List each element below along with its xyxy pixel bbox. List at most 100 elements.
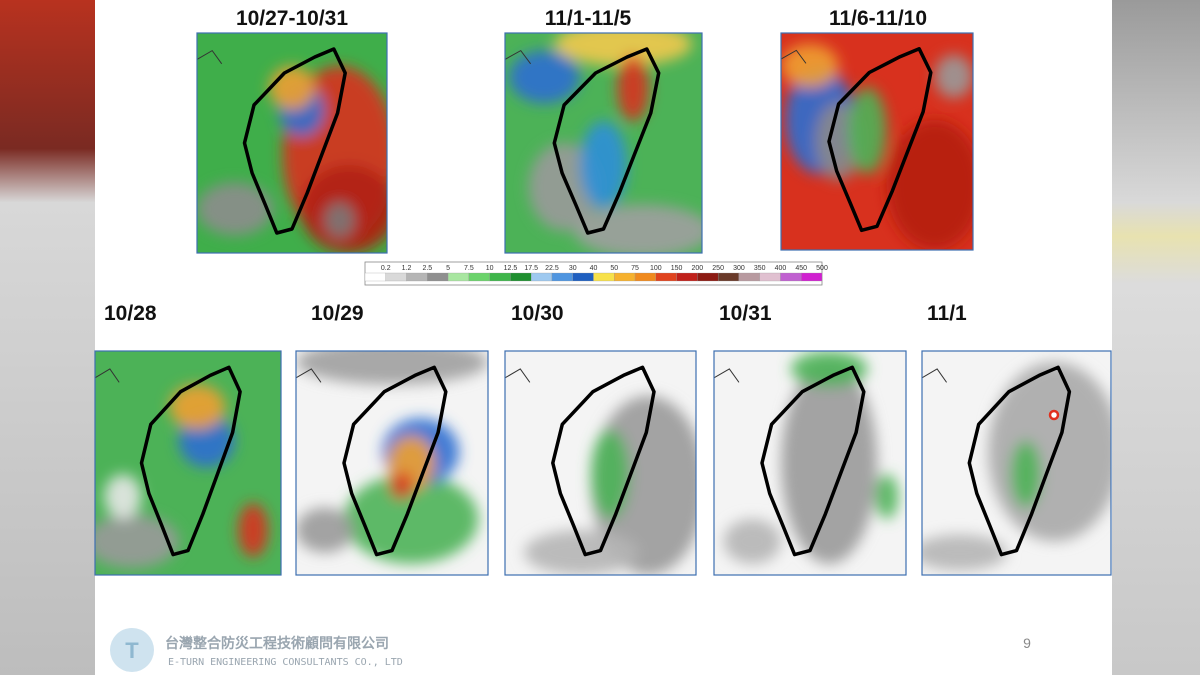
scale-swatch	[655, 272, 677, 282]
rain-area	[104, 474, 142, 519]
taiwan-outline	[760, 365, 866, 557]
footer: T 台灣整合防災工程技術顧問有限公司 E-TURN ENGINEERING CO…	[110, 628, 1031, 672]
rain-area	[573, 204, 702, 253]
china-coast	[922, 368, 947, 383]
scale-label: 500	[816, 265, 828, 272]
china-coast	[197, 49, 223, 65]
color-scale: 0.2 1.2 2.5 5 7.5 10 12.5 17.5 22.5 30 40 50 75 100 15…	[364, 261, 828, 286]
rain-area	[296, 507, 354, 553]
scale-swatch	[551, 272, 573, 282]
map-group: 10/27-10/31 11/1-11/5 11/6-11/10 10/28 10/29…	[94, 7, 1112, 576]
rain-area	[508, 50, 580, 104]
scale-swatch	[385, 272, 407, 282]
scale-label: 250	[712, 265, 724, 272]
map-field	[197, 33, 387, 253]
map-frame	[504, 32, 703, 254]
rain-area	[324, 202, 355, 238]
map-frame	[713, 350, 907, 576]
daily-map	[921, 350, 1112, 576]
scale-swatch	[676, 272, 698, 282]
left-backdrop	[0, 0, 95, 675]
taiwan-outline	[967, 365, 1072, 557]
scale-label: 450	[795, 265, 807, 272]
rain-field	[524, 395, 696, 575]
scale-label: 17.5	[524, 265, 538, 272]
map-frame	[94, 350, 282, 576]
rain-area	[922, 534, 1008, 571]
rain-area	[269, 66, 315, 110]
rain-field	[723, 351, 899, 564]
taiwan-outline	[827, 47, 933, 233]
map-frame	[780, 32, 974, 251]
scale-swatch	[510, 272, 532, 282]
scale-swatch	[738, 272, 760, 282]
rain-area	[95, 514, 179, 569]
scale-swatch	[634, 272, 656, 282]
rain-area	[723, 519, 782, 564]
daily-map	[504, 350, 697, 576]
scale-label: 200	[692, 265, 704, 272]
taiwan-outline	[242, 47, 347, 235]
scale-label: 0.2	[381, 265, 391, 272]
scale-label: 350	[754, 265, 766, 272]
map-field	[505, 33, 702, 253]
rain-area	[790, 351, 868, 387]
scale-swatch	[468, 272, 490, 282]
daily-map-title: 11/1	[927, 302, 967, 325]
period-map-title: 10/27-10/31	[236, 7, 348, 30]
logo	[110, 628, 154, 672]
scale-swatch	[427, 272, 449, 282]
rain-area	[1010, 440, 1042, 508]
period-map	[196, 32, 388, 254]
map-frame	[196, 32, 388, 254]
china-coast	[781, 49, 807, 64]
rain-field	[922, 362, 1111, 571]
scale-swatch	[572, 272, 594, 282]
rain-area	[169, 384, 226, 430]
map-frame	[921, 350, 1112, 576]
china-coast	[505, 368, 531, 383]
rain-area	[197, 182, 273, 236]
company-en: E-TURN ENGINEERING CONSULTANTS CO., LTD	[168, 657, 403, 668]
scale-swatch	[489, 272, 511, 282]
taiwan-outline	[551, 365, 656, 557]
scale-swatch	[531, 272, 553, 282]
map-field	[296, 351, 488, 575]
map-field	[505, 351, 696, 575]
scale-label: 12.5	[504, 265, 518, 272]
rain-area	[875, 474, 899, 519]
china-coast	[505, 49, 532, 65]
scale-label: 40	[590, 265, 598, 272]
page-number: 9	[1023, 635, 1031, 651]
period-map	[780, 32, 974, 251]
scale-label: 50	[610, 265, 618, 272]
scale-swatch	[364, 272, 386, 282]
map-field	[781, 33, 973, 250]
map-field	[714, 351, 906, 575]
scale-swatch	[801, 272, 823, 282]
scale-label: 10	[486, 265, 494, 272]
scale-swatch	[717, 272, 740, 282]
taiwan-outline	[139, 365, 242, 557]
location-marker	[1048, 409, 1060, 421]
scale-label: 75	[631, 265, 639, 272]
rain-field	[781, 43, 973, 250]
scale-label: 1.2	[402, 265, 412, 272]
scale-label: 300	[733, 265, 745, 272]
rain-field	[197, 66, 387, 253]
rain-area	[344, 474, 479, 564]
scale-swatch	[406, 272, 428, 282]
scale-label: 22.5	[545, 265, 559, 272]
scale-swatch	[614, 272, 636, 282]
scale-label: 400	[775, 265, 787, 272]
daily-map-title: 10/31	[719, 302, 772, 325]
scale-swatch	[447, 272, 470, 282]
scale-label: 30	[569, 265, 577, 272]
rain-area	[886, 119, 973, 250]
map-frame	[295, 350, 489, 576]
rain-area	[934, 54, 973, 99]
scale-label: 150	[671, 265, 683, 272]
daily-map	[94, 350, 282, 576]
taiwan-outline	[342, 365, 448, 557]
